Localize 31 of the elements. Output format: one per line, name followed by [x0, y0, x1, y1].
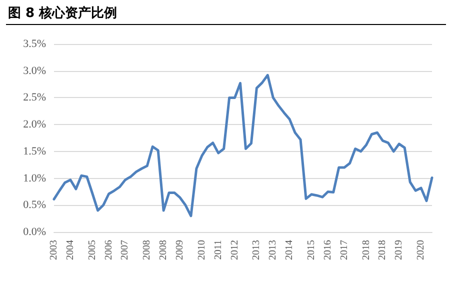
- x-tick-label: 2020: [416, 240, 427, 260]
- x-tick-label: 2010: [196, 240, 208, 260]
- y-tick-label: 1.5%: [23, 145, 46, 158]
- x-tick-label: 2004: [64, 240, 76, 260]
- x-tick-label: 2006: [103, 240, 114, 260]
- x-tick-label: 2018: [360, 240, 372, 260]
- x-tick-label: 2011: [212, 240, 224, 260]
- x-tick-label: 2013: [251, 240, 262, 260]
- x-tick-label: 2019: [394, 240, 405, 260]
- y-tick-label: 3.5%: [23, 38, 46, 50]
- x-tick-label: 2016: [322, 240, 334, 260]
- x-tick-label: 2012: [229, 240, 240, 260]
- x-tick-label: 2007: [120, 240, 131, 260]
- x-tick-label: 2008: [142, 240, 153, 260]
- y-tick-label: 2.5%: [23, 92, 46, 104]
- y-tick-label: 1.0%: [23, 172, 46, 184]
- x-tick-label: 2008: [158, 240, 170, 260]
- y-tick-label: 0.0%: [23, 226, 46, 238]
- x-tick-label: 2005: [86, 240, 98, 260]
- x-tick-label: 2013: [268, 240, 279, 260]
- y-tick-label: 0.5%: [23, 199, 46, 212]
- chart-title: 图 8 核心资产比例: [8, 4, 118, 22]
- line-series: [52, 74, 434, 218]
- y-tick-label: 3.0%: [23, 64, 46, 77]
- x-tick-label: 2003: [48, 240, 60, 260]
- x-tick-label: 2017: [338, 240, 350, 260]
- y-tick-label: 2.0%: [23, 118, 46, 131]
- x-tick-label: 2014: [284, 240, 296, 260]
- x-tick-label: 2018: [377, 240, 388, 260]
- x-tick-label: 2015: [306, 240, 317, 260]
- x-tick-label: 2009: [174, 240, 186, 260]
